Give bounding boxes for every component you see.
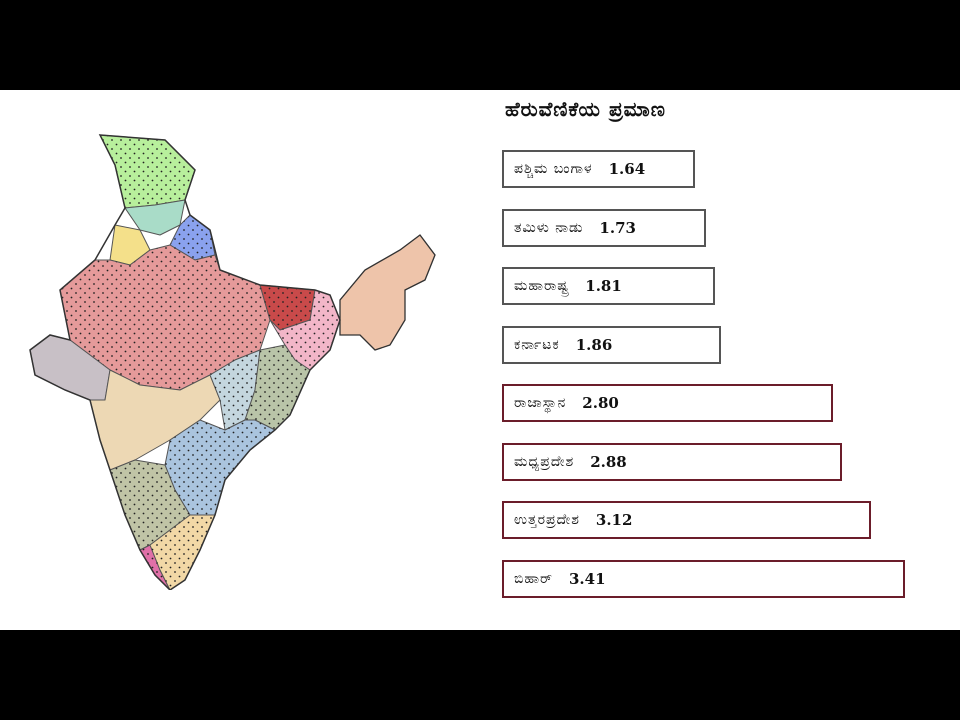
bar: ಪಶ್ಚಿಮ ಬಂಗಾಳ 1.64	[502, 150, 695, 188]
bar-label: ಉತ್ತರಪ್ರದೇಶ	[514, 512, 580, 528]
bar-value-label: 1.73	[599, 218, 636, 237]
bar: ಬಿಹಾರ್ 3.41	[502, 559, 905, 598]
map-region-dot-texture	[245, 345, 310, 430]
bar-label: ತಮಿಳು ನಾಡು	[514, 219, 584, 236]
chart-title: ಹೆರುವೆಣಿಕೆಯ ಪ್ರಮಾಣ	[505, 97, 666, 121]
bar: ತಮಿಳು ನಾಡು 1.73	[502, 208, 706, 247]
bar: ಉತ್ತರಪ್ರದೇಶ 3.12	[502, 501, 871, 539]
map-region-northeast	[339, 234, 436, 351]
bar-label: ರಾಜಾಸ್ಥಾನ	[514, 395, 567, 411]
bar-value-label: 1.64	[608, 160, 646, 178]
bar-value-label: 3.12	[595, 511, 633, 529]
bar-value-label: 2.80	[582, 394, 619, 412]
map-region-dot-texture	[150, 515, 215, 590]
slide-frame: ಹೆರುವೆಣಿಕೆಯ ಪ್ರಮಾಣ ಪಶ್ಚಿಮ ಬಂಗಾಳ 1.64 ತಮಿಳು…	[0, 90, 960, 630]
bar: ಮಧ್ಯಪ್ರದೇಶ 2.88	[502, 442, 843, 481]
map-region-dot-texture	[210, 350, 260, 430]
bar-value-label: 1.81	[585, 277, 622, 295]
map-region-dot-texture	[260, 285, 315, 330]
bar-label: ಕರ್ನಾಟಕ	[514, 336, 560, 353]
map-region-dot-texture	[60, 245, 270, 390]
bar-value-label: 2.88	[590, 452, 627, 471]
bar-label: ಮಧ್ಯಪ್ರದೇಶ	[514, 453, 575, 470]
bar: ಕರ್ನಾಟಕ 1.86	[502, 325, 722, 364]
map-region-dot-texture	[110, 460, 190, 550]
map-region-dot-texture	[170, 215, 215, 260]
map-region-dot-texture	[140, 545, 170, 590]
map-region-dot-texture	[165, 420, 275, 515]
bar-value-label: 1.86	[575, 335, 613, 354]
india-outline	[29, 134, 341, 590]
bar-value-label: 3.41	[569, 569, 606, 588]
map-region-dot-texture	[100, 135, 195, 208]
bar-label: ಮಹಾರಾಷ್ಟ್ರ	[514, 278, 570, 294]
map-region-dot-texture	[270, 290, 340, 370]
northeast-outline	[339, 234, 436, 351]
bar-label: ಬಿಹಾರ್	[514, 570, 553, 587]
bar-label: ಪಶ್ಚಿಮ ಬಂಗಾಳ	[514, 161, 593, 177]
india-map	[29, 134, 436, 590]
bar: ರಾಜಾಸ್ಥಾನ 2.80	[502, 384, 833, 422]
bar: ಮಹಾರಾಷ್ಟ್ರ 1.81	[502, 267, 716, 305]
